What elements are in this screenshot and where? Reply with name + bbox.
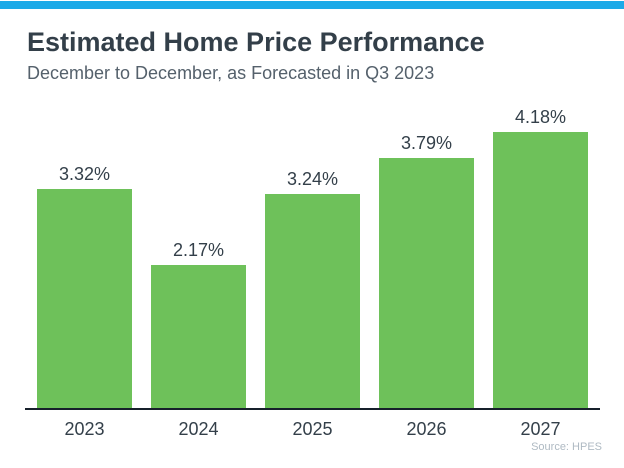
chart-title: Estimated Home Price Performance <box>27 27 485 57</box>
bar <box>151 265 246 408</box>
bar-value-label: 3.24% <box>286 169 339 189</box>
chart-subtitle: December to December, as Forecasted in Q… <box>27 63 435 83</box>
bar <box>379 158 474 408</box>
bar-value-label: 3.79% <box>400 133 453 153</box>
x-axis-line <box>25 408 600 410</box>
bar-group: 2.17% <box>151 240 246 408</box>
bar-group: 4.18% <box>493 107 588 408</box>
x-axis-label: 2025 <box>292 419 333 439</box>
bar-group: 3.79% <box>379 133 474 408</box>
bar-value-label: 4.18% <box>514 107 567 127</box>
top-accent-bar <box>0 1 624 9</box>
x-axis-label: 2026 <box>406 419 447 439</box>
bar <box>265 194 360 408</box>
x-axis-label: 2023 <box>64 419 105 439</box>
x-axis-labels: 2023 2024 2025 2026 2027 <box>37 418 588 440</box>
bar <box>37 189 132 408</box>
source-credit: Source: HPES <box>531 441 602 453</box>
x-axis-label: 2027 <box>520 419 561 439</box>
x-axis-label: 2024 <box>178 419 219 439</box>
bar-group: 3.32% <box>37 164 132 408</box>
bar-value-label: 3.32% <box>58 164 111 184</box>
bar <box>493 132 588 408</box>
bar-value-label: 2.17% <box>172 240 225 260</box>
bars-row: 3.32% 2.17% 3.24% 3.79% 4.18% <box>37 107 588 408</box>
bar-group: 3.24% <box>265 169 360 408</box>
